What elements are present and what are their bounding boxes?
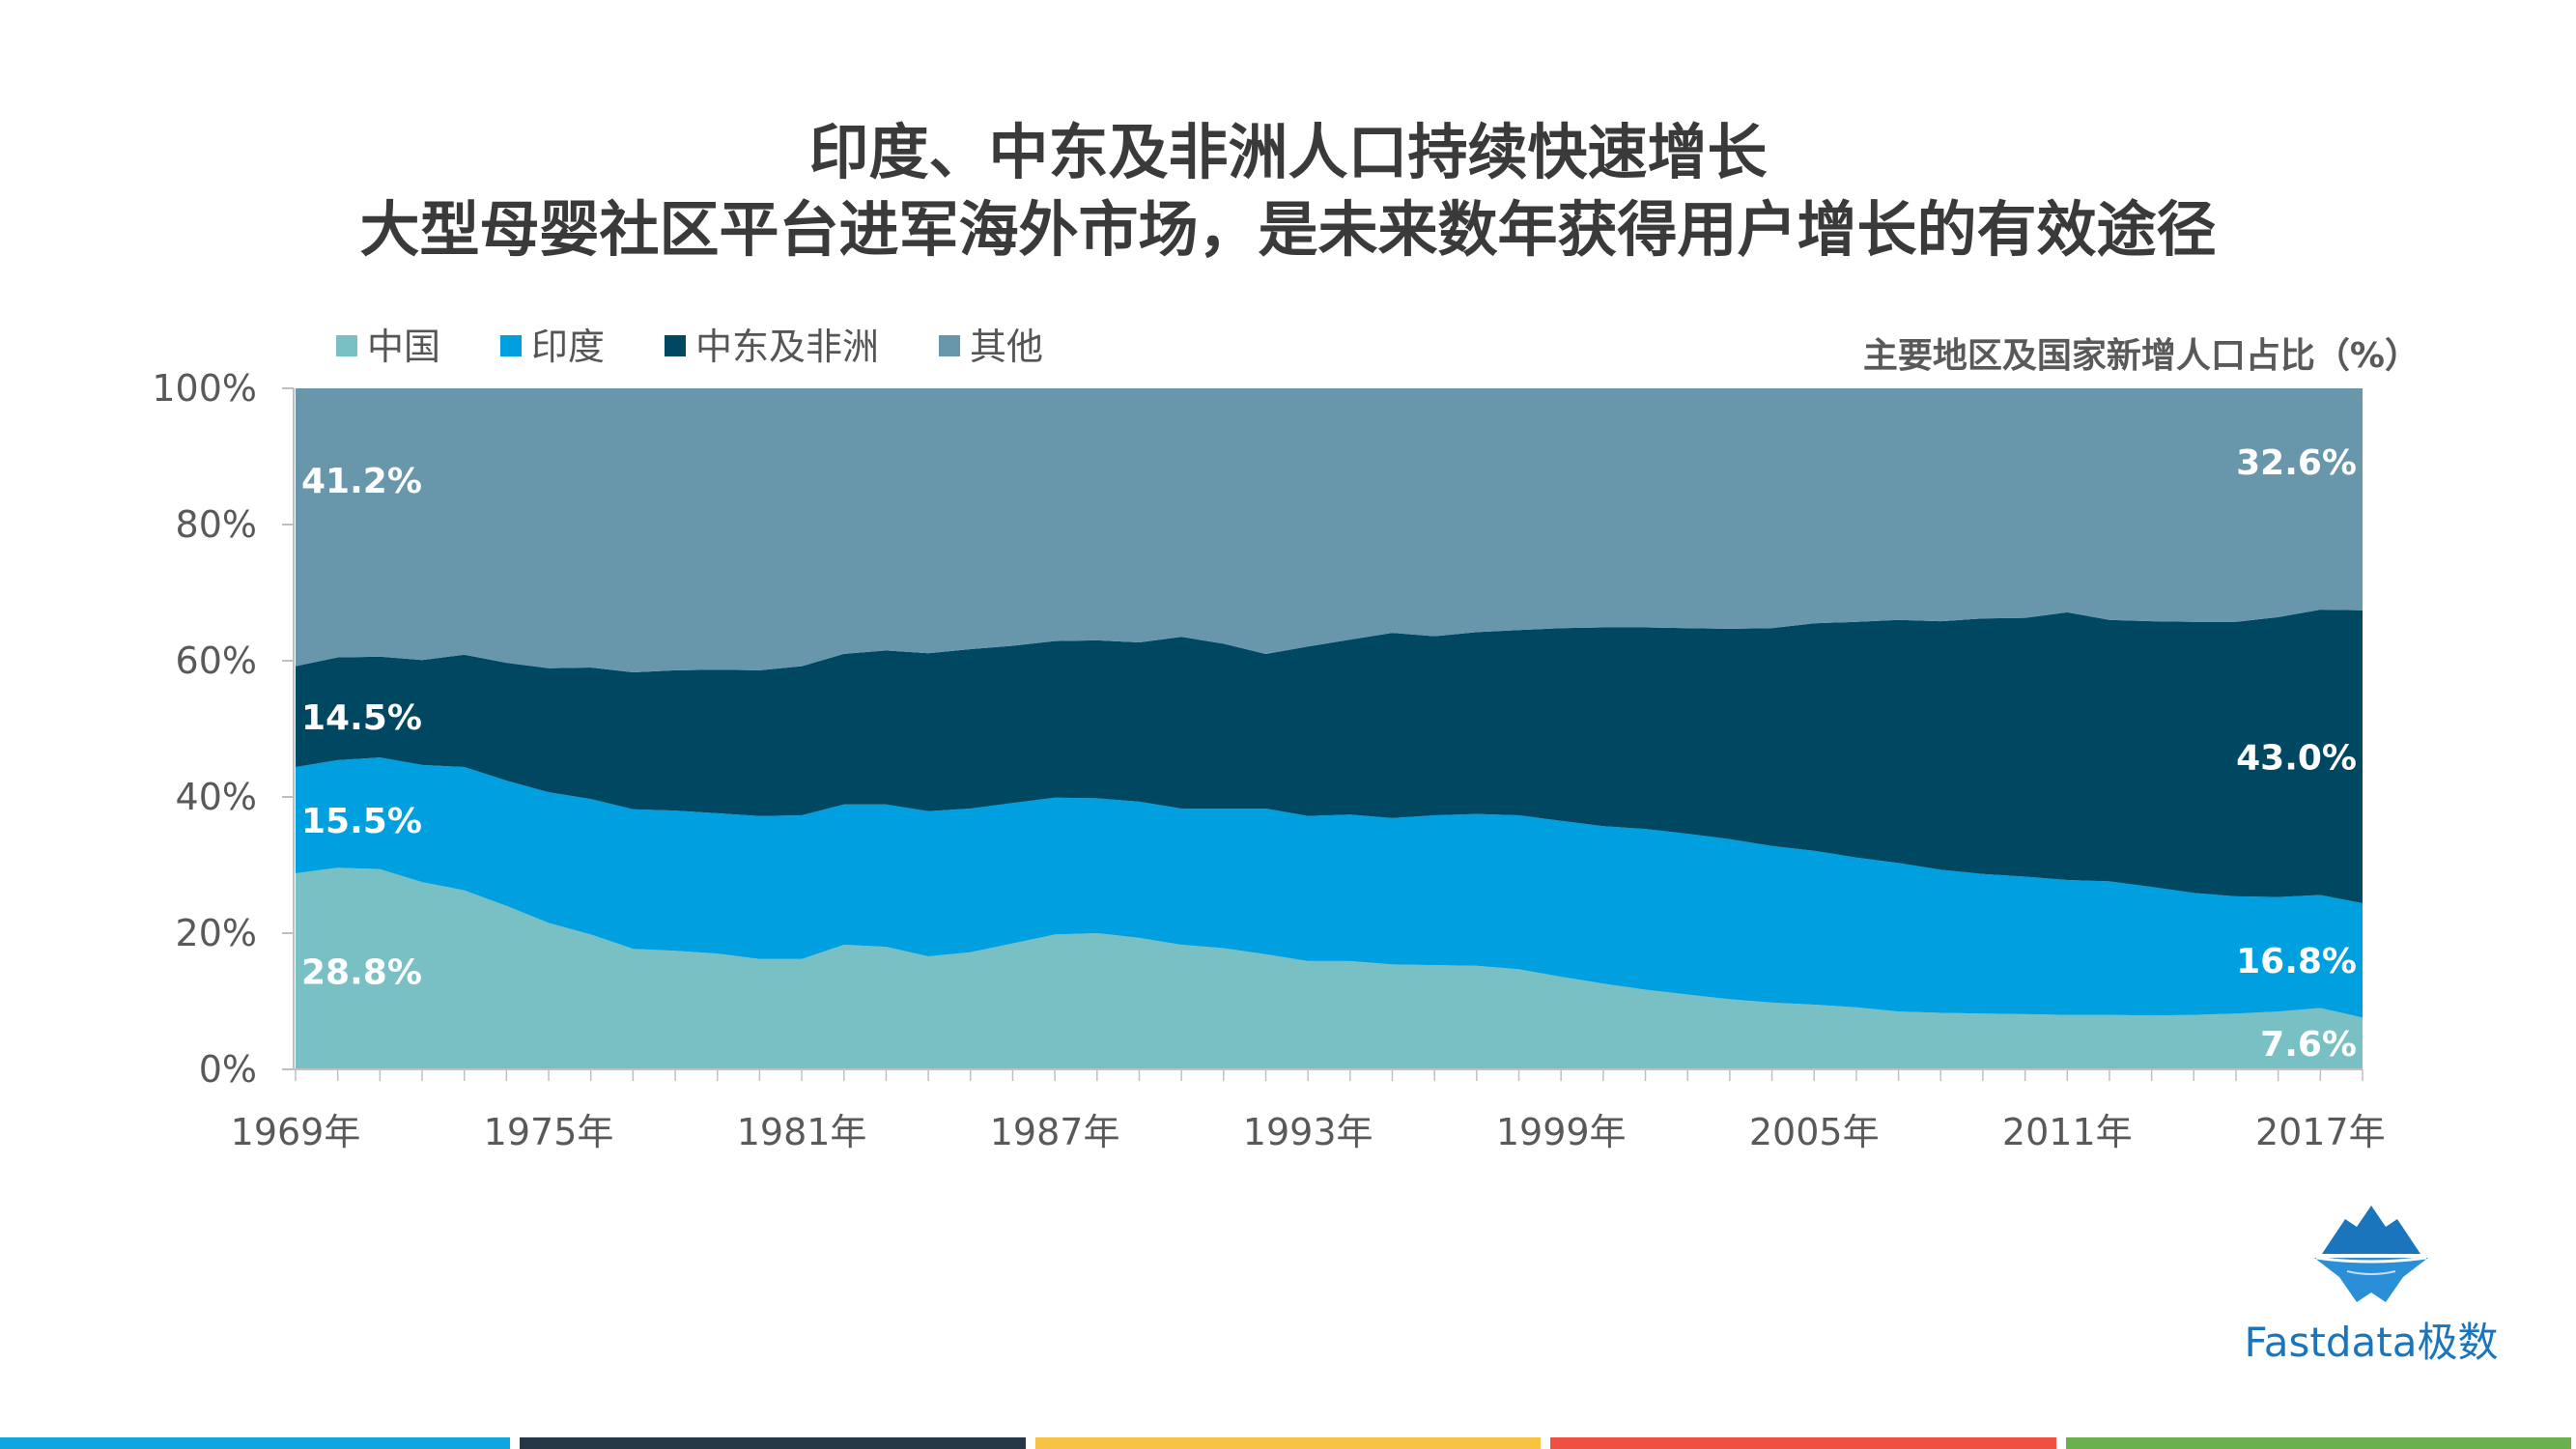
legend-item-1: 中国 xyxy=(336,326,440,368)
area-series-3 xyxy=(296,610,2363,903)
x-tick-label: 1975年 xyxy=(484,1111,614,1153)
legend-swatch xyxy=(939,335,960,356)
data-label: 7.6% xyxy=(2260,1025,2357,1065)
page-title-line-2: 大型母婴社区平台进军海外市场，是未来数年获得用户增长的有效途径 xyxy=(359,194,2217,265)
legend-label: 印度 xyxy=(531,326,605,368)
footer-bar-1 xyxy=(0,1437,511,1449)
chart-axes: 0% 20% 40% 60% 80% 100% 1969年 1975年 1981年 1987年 19… xyxy=(152,367,2385,1153)
chart-subtitle: 主要地区及国家新增人口占比（%） xyxy=(1863,336,2420,376)
data-label: 32.6% xyxy=(2236,443,2357,483)
page-title-line-1: 印度、中东及非洲人口持续快速增长 xyxy=(808,117,1768,187)
y-tick-label: 0% xyxy=(199,1048,257,1091)
x-tick-label: 2011年 xyxy=(2002,1111,2133,1153)
data-label: 14.5% xyxy=(301,698,422,738)
legend-swatch xyxy=(336,335,357,356)
area-series-2 xyxy=(296,757,2363,1018)
data-label: 41.2% xyxy=(301,462,422,501)
y-tick-label: 80% xyxy=(176,503,257,546)
footer-color-bars xyxy=(0,1437,2576,1449)
data-label: 28.8% xyxy=(301,952,422,992)
footer-bar-3 xyxy=(1034,1437,1542,1449)
area-series-group xyxy=(296,388,2363,1069)
footer-bar-4 xyxy=(1550,1437,2056,1449)
chart-legend: 中国 印度 中东及非洲 其他 xyxy=(336,326,1043,368)
area-series-4 xyxy=(296,388,2363,672)
legend-swatch xyxy=(500,335,522,356)
x-tick-label: 2017年 xyxy=(2255,1111,2386,1153)
legend-label: 中东及非洲 xyxy=(695,326,879,368)
area-series-1 xyxy=(296,867,2363,1069)
x-tick-label: 1969年 xyxy=(231,1111,361,1153)
legend-item-4: 其他 xyxy=(939,326,1043,368)
legend-item-2: 印度 xyxy=(500,326,605,368)
data-label: 15.5% xyxy=(301,802,422,841)
x-tick-label: 1987年 xyxy=(990,1111,1120,1153)
data-label: 43.0% xyxy=(2236,738,2357,778)
y-tick-label: 60% xyxy=(176,639,257,682)
footer-bar-5 xyxy=(2065,1437,2571,1449)
iceberg-logo-icon xyxy=(2314,1206,2428,1302)
x-tick-label: 1999年 xyxy=(1496,1111,1627,1153)
legend-swatch xyxy=(665,335,686,356)
legend-label: 中国 xyxy=(367,326,440,368)
y-tick-label: 20% xyxy=(176,912,257,954)
stacked-area-chart: 中国 印度 中东及非洲 其他 主要地区及国家新增人口占比（%） 0% 20% 40% 60%… xyxy=(152,326,2420,1153)
legend-item-3: 中东及非洲 xyxy=(665,326,879,368)
x-tick-label: 1981年 xyxy=(737,1111,867,1153)
fastdata-logo: Fastdata极数 xyxy=(2231,1198,2511,1372)
footer-bar-2 xyxy=(520,1437,1026,1449)
y-tick-label: 100% xyxy=(152,367,257,410)
legend-label: 其他 xyxy=(970,326,1043,368)
x-tick-label: 1993年 xyxy=(1243,1111,1373,1153)
logo-text: Fastdata极数 xyxy=(2244,1319,2499,1366)
y-tick-label: 40% xyxy=(176,776,257,818)
data-label: 16.8% xyxy=(2236,942,2357,981)
data-labels: 41.2% 14.5% 15.5% 28.8% 32.6% 43.0% 16.8% 7.6% xyxy=(301,443,2357,1065)
x-tick-label: 2005年 xyxy=(1749,1111,1880,1153)
